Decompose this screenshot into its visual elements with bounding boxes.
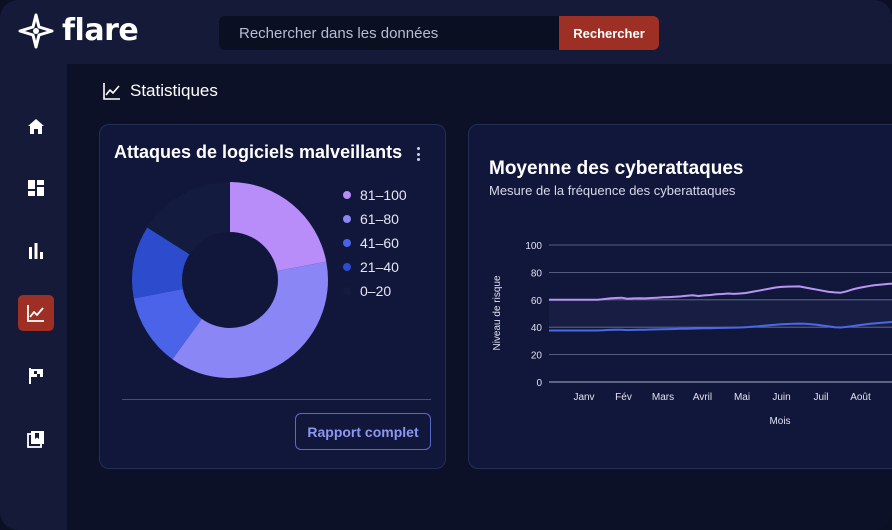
donut-slice-81–100[interactable]: [230, 182, 327, 272]
y-tick-label: 40: [531, 323, 543, 334]
sidebar-item-library[interactable]: [18, 421, 54, 457]
search-input[interactable]: [239, 24, 549, 42]
donut-slice-61–80[interactable]: [172, 261, 328, 378]
legend-color-dot: [343, 287, 351, 295]
brand-logo[interactable]: flare: [18, 13, 139, 49]
sidebar-item-statistics[interactable]: [18, 295, 54, 331]
flare-logo-icon: [18, 13, 54, 49]
legend-item: 81–100: [343, 183, 407, 207]
x-tick-label: Juil: [813, 392, 828, 403]
legend-item: 41–60: [343, 231, 407, 255]
page-title: Statistiques: [130, 81, 218, 100]
risk-band: [549, 299, 892, 328]
page-header: Statistiques: [102, 81, 218, 101]
malware-card-title: Attaques de logiciels malveillants: [114, 142, 403, 162]
donut-slice-21–40[interactable]: [132, 227, 190, 299]
brand-name: flare: [62, 13, 139, 48]
card-divider: [122, 399, 431, 400]
y-tick-label: 100: [525, 241, 542, 252]
dashboard-icon: [26, 178, 46, 198]
donut-slice-41–60[interactable]: [133, 288, 202, 360]
legend-label: 21–40: [360, 259, 399, 275]
legend-label: 0–20: [360, 283, 392, 299]
malware-attacks-card: Attaques de logiciels malveillants 81–10…: [99, 124, 446, 469]
search-button[interactable]: Rechercher: [559, 16, 659, 50]
x-tick-label: Mars: [652, 392, 674, 403]
legend-color-dot: [343, 215, 351, 223]
sidebar-item-home[interactable]: [18, 109, 54, 145]
sidebar-item-flag[interactable]: [18, 358, 54, 394]
x-tick-label: Juin: [772, 392, 790, 403]
cyber-card-subtitle: Mesure de la fréquence des cyberattaques: [489, 183, 736, 198]
more-options-icon[interactable]: [412, 145, 424, 163]
x-tick-label: Août: [850, 392, 871, 403]
top-bar: flare Rechercher: [0, 0, 892, 64]
sidebar: [0, 64, 67, 530]
legend-label: 81–100: [360, 187, 407, 203]
sidebar-item-dashboard[interactable]: [18, 170, 54, 206]
line-chart-icon: [102, 81, 122, 101]
line-chart-icon: [26, 303, 46, 323]
series-line-1: [549, 282, 892, 301]
y-tick-label: 0: [536, 378, 542, 389]
legend-item: 61–80: [343, 207, 407, 231]
x-tick-label: Janv: [573, 392, 594, 403]
home-icon: [26, 117, 46, 137]
cyberattacks-line-chart: 0 20 40 60 80 100 Janv Fév Mars Avril Mai Juin Juil A…: [492, 241, 892, 427]
full-report-button[interactable]: Rapport complet: [295, 413, 431, 450]
y-tick-label: 80: [531, 268, 543, 279]
x-tick-label: Fév: [615, 392, 632, 403]
cyber-card-title: Moyenne des cyberattaques: [489, 158, 744, 179]
series-line-2: [549, 320, 892, 332]
donut-slice-0–20[interactable]: [147, 182, 230, 255]
library-icon: [26, 429, 46, 449]
y-tick-label: 20: [531, 351, 543, 362]
legend-color-dot: [343, 191, 351, 199]
legend-item: 0–20: [343, 279, 407, 303]
y-tick-label: 60: [531, 296, 543, 307]
main-content: Statistiques Attaques de logiciels malve…: [67, 64, 892, 530]
x-tick-label: Avril: [693, 392, 712, 403]
legend-color-dot: [343, 263, 351, 271]
malware-legend: 81–100 61–80 41–60 21–40 0–20: [343, 183, 407, 303]
x-axis-label: Mois: [769, 416, 790, 427]
legend-label: 41–60: [360, 235, 399, 251]
x-tick-label: Mai: [734, 392, 750, 403]
legend-item: 21–40: [343, 255, 407, 279]
malware-donut-chart: [132, 182, 328, 378]
search-box: [219, 16, 559, 50]
y-axis-label: Niveau de risque: [492, 275, 503, 350]
sidebar-item-bar-chart[interactable]: [18, 233, 54, 269]
legend-color-dot: [343, 239, 351, 247]
cyberattacks-average-card: Moyenne des cyberattaques Mesure de la f…: [468, 124, 892, 469]
flag-icon: [26, 366, 46, 386]
legend-label: 61–80: [360, 211, 399, 227]
bar-chart-icon: [26, 241, 46, 261]
